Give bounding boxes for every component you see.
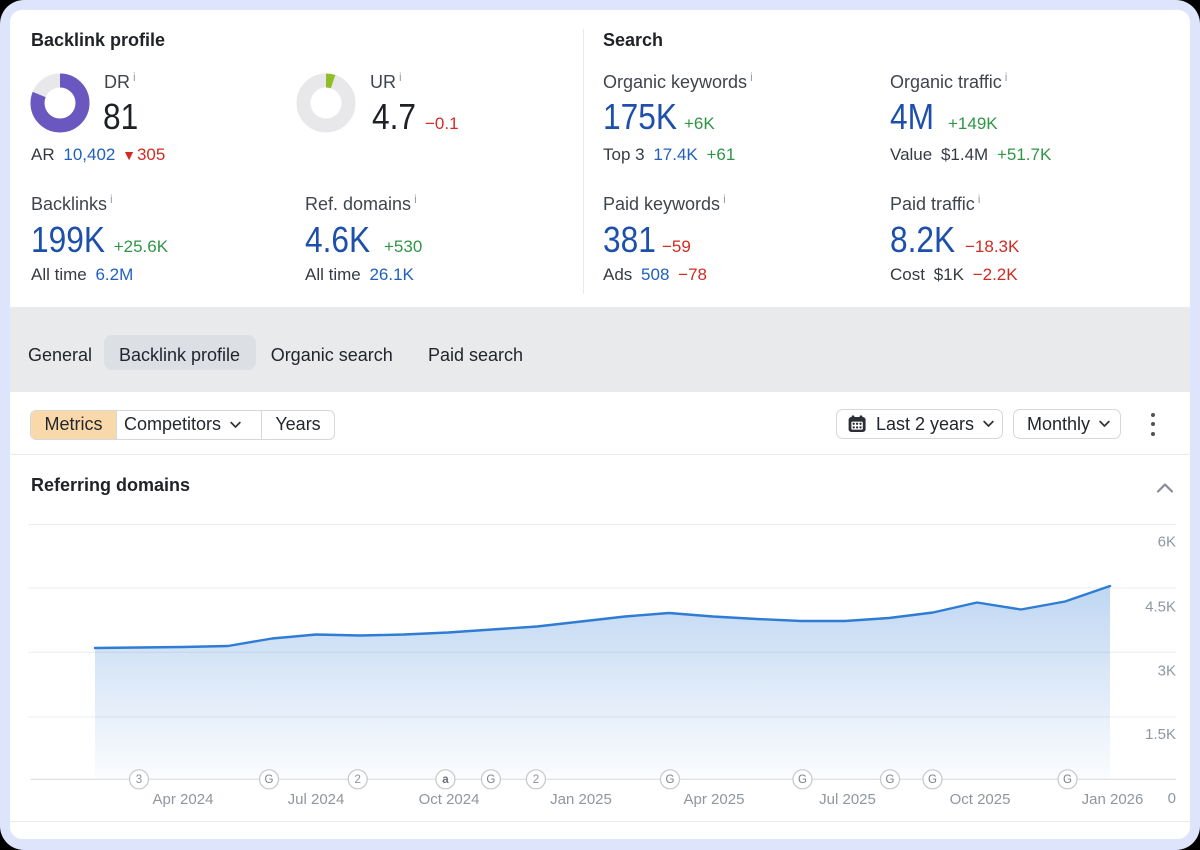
- svg-text:G: G: [486, 774, 495, 786]
- svg-text:G: G: [265, 774, 274, 786]
- svg-text:G: G: [666, 774, 675, 786]
- svg-text:2: 2: [354, 774, 360, 786]
- svg-text:2: 2: [533, 774, 539, 786]
- svg-text:4.5K: 4.5K: [1145, 599, 1176, 616]
- svg-text:Jul 2024: Jul 2024: [288, 791, 345, 808]
- svg-text:1.5K: 1.5K: [1145, 726, 1176, 743]
- svg-text:G: G: [798, 774, 807, 786]
- svg-text:6K: 6K: [1158, 534, 1176, 551]
- svg-text:G: G: [886, 774, 895, 786]
- svg-text:G: G: [1063, 774, 1072, 786]
- svg-text:Oct 2025: Oct 2025: [950, 791, 1011, 808]
- svg-text:G: G: [928, 774, 937, 786]
- svg-text:Jan 2026: Jan 2026: [1082, 791, 1144, 808]
- svg-text:0: 0: [1168, 790, 1176, 807]
- svg-text:Jan 2025: Jan 2025: [550, 791, 612, 808]
- svg-text:3K: 3K: [1158, 662, 1176, 679]
- svg-text:Apr 2025: Apr 2025: [684, 791, 745, 808]
- svg-text:a: a: [442, 774, 449, 786]
- svg-text:Jul 2025: Jul 2025: [819, 791, 876, 808]
- svg-text:Oct 2024: Oct 2024: [419, 791, 480, 808]
- svg-text:3: 3: [136, 774, 142, 786]
- svg-text:Apr 2024: Apr 2024: [153, 791, 214, 808]
